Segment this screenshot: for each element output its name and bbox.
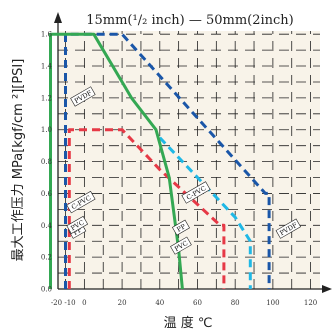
y-tick-label: 1.2 [41, 94, 52, 102]
x-tick-label: 0 [82, 299, 86, 307]
y-tick-label: 0.4 [41, 222, 53, 230]
x-tick-label: 100 [266, 299, 279, 307]
series-line-pp [67, 128, 226, 289]
y-tick-label: 0.2 [41, 254, 52, 262]
axes [54, 12, 332, 293]
x-axis-label: 温 度 ℃ [164, 315, 213, 329]
y-tick-label: 1.0 [41, 126, 52, 134]
chart-title: 15mm(¹/₂ inch) — 50mm(2inch) [86, 13, 294, 28]
series-line-pvdf [64, 32, 271, 289]
series-tag-box [171, 219, 190, 236]
y-axis-arrow [54, 12, 62, 23]
x-tick-label: 80 [231, 299, 240, 307]
series-tag-box [170, 236, 192, 255]
x-tick-label: 120 [304, 299, 317, 307]
y-tick-label: 0.6 [41, 190, 53, 198]
x-tick-label: 20 [118, 299, 127, 307]
series-tag-box [275, 218, 302, 239]
x-tick-label: 60 [193, 299, 202, 307]
plot-background [58, 31, 320, 289]
series-line-pvc [49, 32, 184, 290]
y-tick-label: 1.6 [41, 31, 53, 39]
series-tag-box [181, 181, 211, 204]
tick-layer: 0.0 0.2 0.4 0.6 0.8 1.0 1.2 1.4 1.6 -10-20 0 20 40 60… [41, 31, 317, 307]
series-tag-label: PP [72, 225, 84, 237]
series-line-c-pvc [158, 136, 252, 289]
y-tick-label: 1.4 [41, 63, 53, 71]
x-tick-label: 40 [155, 299, 164, 307]
series-tag-box [70, 86, 96, 107]
series-tag-box [66, 190, 96, 214]
y-tick-label: 0.0 [41, 286, 52, 294]
series-tag-box [66, 215, 89, 234]
x-tick-label: -10 [64, 299, 75, 307]
series-tag-label: PP [175, 222, 187, 234]
y-tick-label: 0.8 [41, 158, 52, 166]
x-axis-arrow [322, 285, 332, 293]
series-layer [49, 32, 271, 290]
series-tag: PP [171, 219, 190, 236]
x-tick-label: -20 [51, 299, 62, 307]
y-axis-label: 最大工作压力 MPa[kgf/cm ²][PSI] [11, 59, 26, 262]
